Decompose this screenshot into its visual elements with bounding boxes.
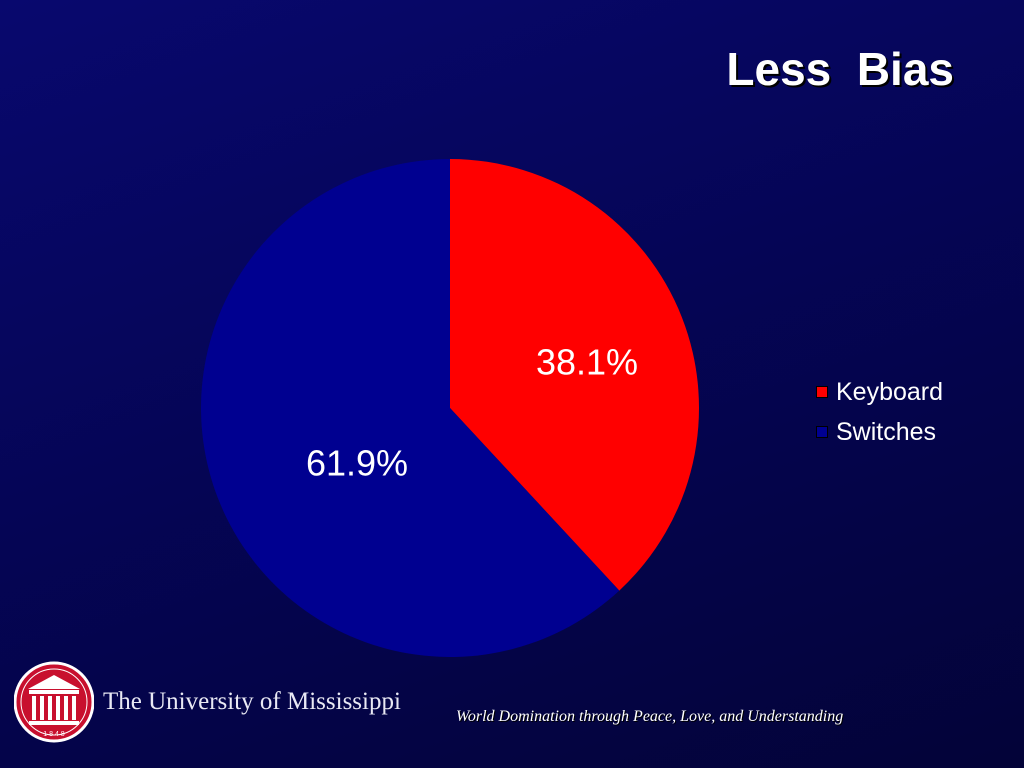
university-name: The University of Mississippi [103, 688, 401, 715]
legend-label-switches: Switches [836, 417, 937, 446]
legend-item-switches: Switches [816, 412, 943, 452]
legend-item-keyboard: Keyboard [816, 372, 943, 412]
footer-motto: World Domination through Peace, Love, an… [456, 708, 844, 725]
data-label-keyboard: 38.1% [536, 342, 638, 383]
seal-year: 1 8 4 8 [43, 731, 65, 738]
slide-title: Less Bias [726, 43, 954, 95]
pie-slice-switches [200, 159, 620, 657]
chart-legend: Keyboard Switches [816, 372, 943, 452]
university-seal-logo: 1 8 4 8 [14, 661, 94, 743]
pie-slice-keyboard [450, 159, 699, 591]
legend-swatch-keyboard [816, 386, 828, 398]
data-label-switches: 61.9% [306, 443, 408, 484]
legend-swatch-switches [816, 426, 828, 438]
legend-label-keyboard: Keyboard [836, 377, 944, 406]
